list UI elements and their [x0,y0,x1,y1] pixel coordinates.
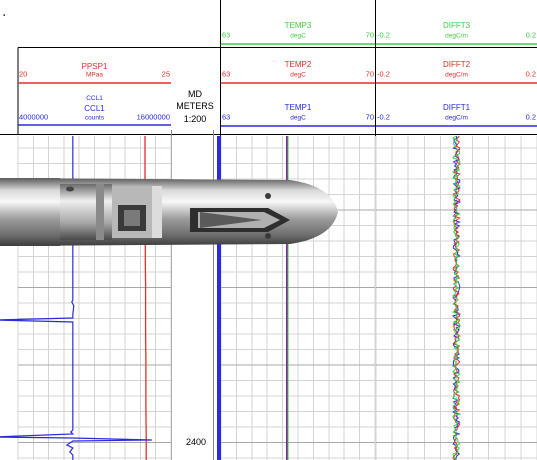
curve-scale-min: 20 [19,70,27,79]
curve-scale-min: 63 [222,113,230,122]
curve-name: DIFFT3 [443,21,471,30]
curve-scale-min: 4000000 [19,113,48,122]
depth-header: MD METERS 1:200 2400 [176,89,214,447]
curve-scale-max: 0.2 [526,70,536,79]
curve-scale-min: 63 [222,31,230,40]
curve-unit: degC [290,72,306,79]
curve-scale-max: 16000000 [137,113,170,122]
ccl1-curve [0,136,152,460]
depth-tick-label: 2400 [186,437,206,447]
curve-unit: degC/m [445,33,468,40]
curve-scale-min: 63 [222,70,230,79]
curve-scale-max: 70 [366,113,374,122]
curve-scale-min: -0.2 [377,31,390,40]
curve-unit: degC/m [445,115,468,122]
curve-header-ccl1: CCL1 CCL1 counts 4000000 16000000 [18,95,171,126]
curve-scale-max: 0.2 [526,113,536,122]
depth-edge-bar [217,136,221,460]
curve-header-temp1: TEMP1 degC 63 70 [221,103,375,127]
curve-unit: MPaa [86,72,103,79]
curve-unit: degC [290,33,306,40]
curve-header-temp3: TEMP3 degC 63 70 [221,21,375,45]
curve-scale-max: 0.2 [526,31,536,40]
curve-header-difft3: DIFFT3 degC/m -0.2 0.2 [376,21,537,45]
depth-title: MD [188,89,202,99]
curve-alias: CCL1 [86,95,103,102]
curve-unit: counts [85,115,105,122]
curve-scale-max: 70 [366,70,374,79]
curve-unit: degC [290,115,306,122]
depth-unit: METERS [176,101,214,111]
curve-scale-min: -0.2 [377,70,390,79]
curve-name: DIFFT1 [443,103,471,112]
curve-name: TEMP1 [285,103,312,112]
curve-name: DIFFT2 [443,60,471,69]
curve-scale-min: -0.2 [377,113,390,122]
curve-scale-max: 25 [162,70,170,79]
difft3-curve [451,135,462,460]
depth-scale: 1:200 [184,114,207,124]
corner-mark: . [2,3,6,20]
curve-name: CCL1 [84,104,105,113]
curve-name: PPSP1 [82,62,108,71]
curve-header-temp2: TEMP2 degC 63 70 [221,60,375,84]
curve-header-difft1: DIFFT1 degC/m -0.2 0.2 [376,103,537,127]
curve-name: TEMP2 [285,60,312,69]
curve-unit: degC/m [445,72,468,79]
curve-scale-max: 70 [366,31,374,40]
curve-name: TEMP3 [285,21,312,30]
curve-header-difft2: DIFFT2 degC/m -0.2 0.2 [376,60,537,84]
downhole-logging-tool-image [0,178,338,246]
